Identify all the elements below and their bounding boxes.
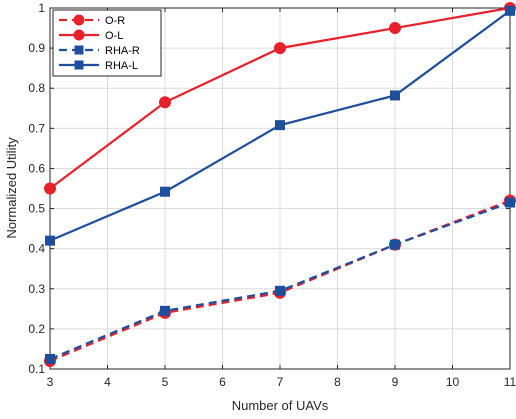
data-point-o-l [274, 42, 286, 55]
data-point-rha-r [505, 197, 515, 208]
data-point-rha-l [390, 90, 400, 101]
legend-label: RHA-R [105, 45, 140, 57]
series-group [44, 2, 516, 367]
y-tick-label: 0.3 [28, 282, 45, 296]
x-tick-label: 4 [104, 375, 111, 389]
x-tick-label: 10 [446, 375, 460, 389]
data-point-rha-l [45, 235, 55, 246]
x-tick-label: 11 [504, 375, 516, 389]
legend-marker [73, 29, 85, 41]
data-point-rha-r [275, 285, 285, 296]
legend-marker [74, 45, 84, 55]
legend-marker [74, 60, 84, 70]
y-tick-label: 0.5 [28, 202, 45, 216]
data-point-o-l [44, 182, 56, 195]
data-point-rha-l [275, 120, 285, 131]
legend-label: O-L [105, 30, 123, 42]
x-tick-label: 9 [392, 375, 399, 389]
x-tick-label: 8 [334, 375, 341, 389]
data-point-rha-r [45, 353, 55, 364]
data-point-o-l [159, 96, 171, 109]
data-point-o-l [389, 22, 401, 35]
y-tick-label: 0.4 [28, 242, 45, 256]
y-tick-label: 0.7 [28, 121, 45, 135]
y-tick-label: 0.9 [28, 41, 45, 55]
y-tick-label: 0.2 [28, 322, 45, 336]
legend: O-R O-L RHA-R RHA-L [52, 9, 162, 77]
x-tick-label: 6 [219, 375, 226, 389]
y-tick-label: 0.6 [28, 161, 45, 175]
y-tick-label: 0.1 [28, 362, 45, 376]
legend-label: RHA-L [105, 60, 138, 72]
legend-marker [73, 14, 85, 26]
legend-label: O-R [105, 15, 125, 27]
x-tick-label: 7 [277, 375, 284, 389]
x-tick-label: 5 [162, 375, 169, 389]
data-point-rha-l [505, 5, 515, 16]
x-tick-label: 3 [47, 375, 54, 389]
y-tick-label: 1 [38, 1, 45, 15]
data-point-rha-r [390, 239, 400, 250]
x-axis-label: Number of UAVs [232, 398, 329, 413]
y-axis-label: Normalized Utility [4, 137, 19, 239]
data-point-rha-r [160, 305, 170, 316]
data-point-rha-l [160, 186, 170, 197]
y-tick-label: 0.8 [28, 81, 45, 95]
